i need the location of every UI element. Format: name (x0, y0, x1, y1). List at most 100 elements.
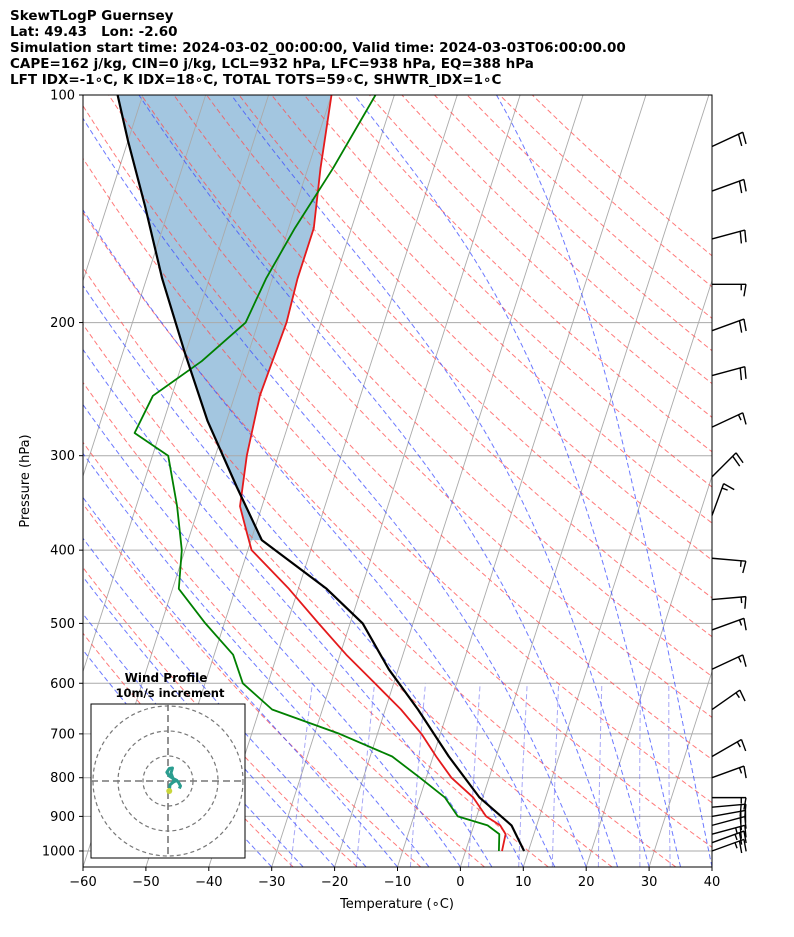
barb-half-flag (739, 560, 742, 567)
barb-flag (743, 318, 747, 332)
isotherm-line (83, 95, 144, 283)
wind-barb (711, 131, 747, 148)
dry-adiabat-line (466, 95, 712, 320)
isotherm-line (208, 95, 458, 867)
barb-half-flag (737, 656, 742, 663)
mixing-ratio-line (597, 683, 603, 867)
barb-flag (743, 797, 747, 810)
y-tick-label: 700 (50, 727, 75, 742)
moist-adiabat-line (353, 95, 681, 867)
wind-barb (712, 283, 747, 297)
barb-flag (744, 230, 747, 243)
y-tick-label: 900 (50, 810, 75, 825)
x-tick-label: 20 (578, 875, 595, 890)
mixing-ratio-line (551, 683, 560, 867)
moist-adiabat-line (83, 613, 304, 867)
moist-adiabat-line (230, 95, 650, 867)
dry-adiabat-line (83, 441, 485, 867)
barb-flag (744, 366, 747, 379)
dry-adiabat-line (83, 157, 712, 804)
moist-adiabat-line (496, 95, 712, 867)
y-tick-label: 1000 (42, 844, 75, 859)
barb-flag (738, 832, 743, 845)
barb-shaft (711, 654, 744, 670)
wind-barb (712, 796, 747, 810)
barb-half-flag (738, 767, 743, 774)
barb-flag (742, 561, 747, 574)
wind-barb (711, 412, 747, 428)
mixing-ratio-line (290, 683, 313, 867)
y-tick-label: 800 (50, 771, 75, 786)
hodograph-inset: Wind Profile 10m/s increment (90, 671, 246, 859)
wind-barb (711, 595, 747, 609)
barb-flag (740, 739, 747, 752)
moist-adiabat-line (83, 496, 398, 867)
barb-half-flag (738, 619, 743, 626)
barb-shaft (711, 178, 745, 192)
wind-barb (711, 452, 744, 478)
barb-shaft (711, 131, 744, 148)
barb-shaft (711, 557, 746, 562)
dry-adiabat-line (83, 566, 358, 867)
time-line: Simulation start time: 2024-03-02_00:00:… (10, 40, 626, 56)
x-tick-label: −20 (321, 875, 348, 890)
barb-shaft (711, 412, 744, 428)
isotherm-line (83, 95, 269, 674)
moist-adiabat-line (83, 576, 335, 867)
wind-barbs (711, 131, 747, 854)
x-tick-label: −30 (258, 875, 285, 890)
dry-adiabat-line (83, 104, 712, 761)
dry-adiabat-line (83, 211, 712, 848)
dry-adiabat-line (83, 266, 677, 867)
parcel-line (116, 95, 526, 852)
barb-flag (744, 596, 747, 609)
x-tick-label: 10 (515, 875, 532, 890)
wind-barb (711, 803, 747, 817)
wind-barb (711, 654, 747, 670)
cape-area (117, 95, 332, 541)
barb-flag (739, 826, 743, 839)
dry-adiabat-line (83, 503, 422, 867)
barb-flag (744, 825, 747, 838)
x-tick-label: 0 (456, 875, 464, 890)
barb-shaft (711, 838, 745, 852)
wind-barb (711, 824, 747, 839)
isotherm-line (459, 95, 710, 867)
barb-shaft (711, 815, 746, 827)
wind-barb (711, 765, 747, 779)
barb-flag (743, 179, 747, 192)
barb-flag (739, 231, 743, 244)
barb-flag (744, 804, 747, 817)
barb-flag (737, 134, 743, 147)
isotherm-line (334, 95, 584, 867)
y-tick-label: 600 (50, 677, 75, 692)
moist-adiabat-line (138, 95, 619, 867)
mixing-ratio-line (668, 683, 671, 867)
wind-barb (711, 482, 735, 516)
dry-adiabat-line (499, 95, 712, 288)
mixing-ratio-line (518, 683, 528, 867)
isotherm-line (271, 95, 521, 867)
cape-line: CAPE=162 j/kg, CIN=0 j/kg, LCL=932 hPa, … (10, 56, 534, 72)
moist-adiabat-line (83, 403, 461, 867)
barb-half-flag (740, 596, 743, 604)
isotherm-line (711, 865, 712, 867)
mixing-ratio-line (409, 683, 426, 867)
isotherm-line (83, 95, 207, 478)
barb-half-flag (734, 827, 738, 834)
chart-title: SkewTLogP Guernsey (10, 8, 174, 24)
wind-barb (711, 830, 747, 845)
barb-shaft (711, 765, 745, 779)
barb-shaft (711, 830, 745, 844)
barb-flag (739, 804, 742, 817)
barb-flag (742, 412, 747, 425)
moist-adiabat-line (83, 452, 430, 867)
barb-flag (738, 840, 743, 854)
y-tick-label: 200 (50, 316, 75, 331)
barb-flag (743, 284, 747, 297)
isotherm-line (648, 670, 712, 867)
barb-flag (742, 654, 747, 667)
barb-flag (738, 320, 743, 333)
barb-flag (738, 180, 743, 194)
